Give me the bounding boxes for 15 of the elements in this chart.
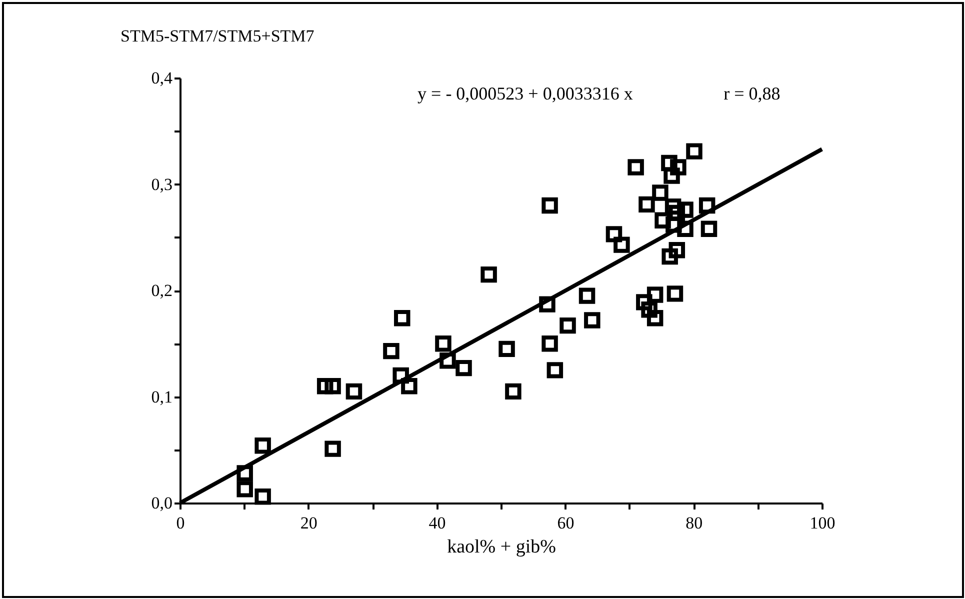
x-tick-label: 40 (428, 514, 446, 532)
annotation: y = - 0,000523 + 0,0033316 x (418, 84, 633, 104)
y-axis-title: STM5-STM7/STM5+STM7 (120, 26, 315, 46)
x-tick-label: 100 (810, 514, 836, 532)
y-tick-label: 0,3 (151, 174, 172, 194)
x-axis-title: kaol% + gib% (447, 536, 556, 558)
y-tick-label: 0,2 (151, 281, 172, 300)
y-tick-label: 0,1 (151, 387, 172, 406)
annotation: r = 0,88 (724, 84, 780, 104)
x-tick-label: 60 (557, 514, 574, 532)
x-tick-label: 80 (686, 514, 703, 532)
y-tick-label: 0,4 (151, 68, 173, 88)
x-tick-label: 0 (176, 514, 185, 532)
x-tick-label: 20 (300, 514, 318, 532)
y-tick-label: 0,0 (151, 494, 172, 512)
